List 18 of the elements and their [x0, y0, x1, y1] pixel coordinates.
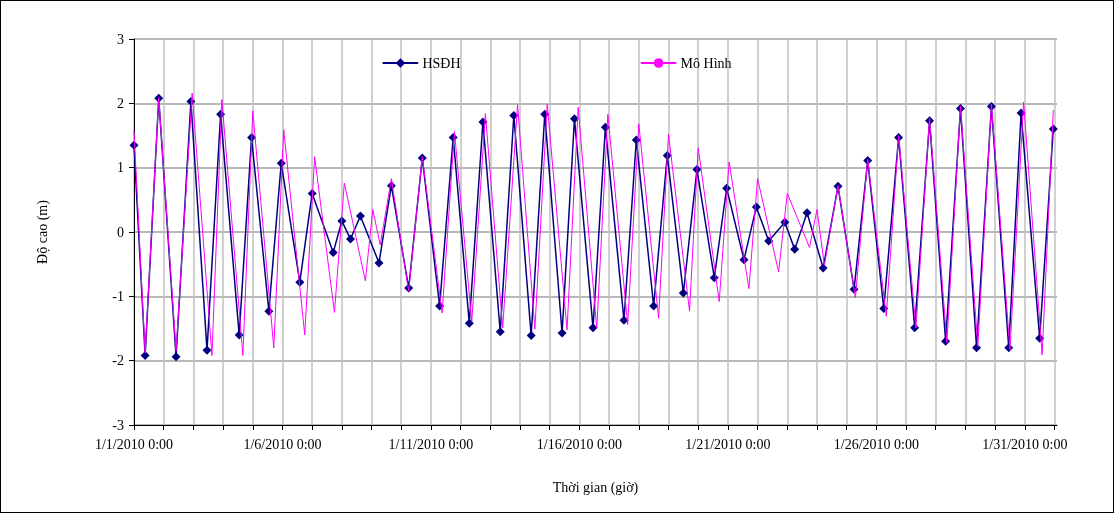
x-tick-label: 1/26/2010 0:00 [833, 436, 919, 452]
y-tick-label: -2 [112, 353, 124, 369]
x-tick-label: 1/1/2010 0:00 [94, 436, 174, 452]
y-tick-label: -3 [112, 417, 124, 433]
y-axis-title: Độ cao (m) [34, 199, 51, 264]
y-tick-label: -1 [112, 288, 124, 304]
x-axis-title: Thời gian (giờ) [552, 479, 639, 496]
x-tick-label: 1/31/2010 0:00 [982, 436, 1068, 452]
legend-label: HSĐH [422, 55, 461, 71]
legend-label: Mô Hình [680, 55, 732, 71]
x-tick-label: 1/16/2010 0:00 [536, 436, 622, 452]
y-tick-label: 2 [117, 95, 124, 111]
y-tick-label: 3 [117, 31, 124, 47]
y-tick-label: 0 [117, 224, 124, 240]
x-tick-label: 1/11/2010 0:00 [388, 436, 474, 452]
x-tick-label: 1/6/2010 0:00 [243, 436, 322, 452]
y-tick-label: 1 [117, 160, 124, 176]
x-tick-label: 1/21/2010 0:00 [685, 436, 771, 452]
